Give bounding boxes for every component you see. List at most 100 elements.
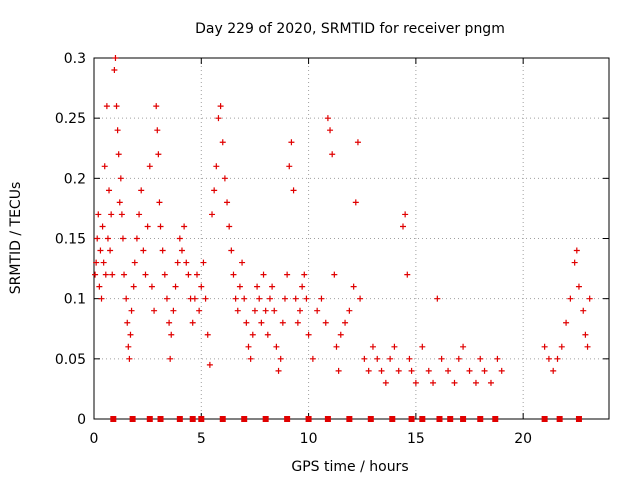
data-point [102,271,109,278]
data-point [155,151,162,158]
data-point [245,343,252,350]
chart-title: Day 229 of 2020, SRMTID for receiver png… [195,21,505,37]
zero-marker [556,416,563,422]
data-point [226,223,233,230]
data-point [159,247,166,254]
data-point [151,307,158,314]
data-point [215,115,222,122]
data-point [329,151,336,158]
zero-marker [419,416,426,422]
data-point [254,283,261,290]
data-point [234,307,241,314]
data-point [402,211,409,218]
data-point [154,127,161,134]
zero-marker [241,416,248,422]
data-point [374,355,381,362]
data-point [314,307,321,314]
data-point [554,355,561,362]
data-point [116,199,123,206]
data-point [97,247,104,254]
data-point [142,271,149,278]
data-point [249,331,256,338]
data-point [318,295,325,302]
data-point [352,199,359,206]
data-point [460,343,467,350]
data-point [412,379,419,386]
data-point [582,331,589,338]
y-tick-label: 0.25 [55,111,86,127]
data-points [92,55,593,422]
data-point [104,235,111,242]
y-tick-label: 0.1 [64,292,86,308]
data-point [275,367,282,374]
data-point [157,223,164,230]
data-point [198,283,205,290]
data-point [545,355,552,362]
data-point [260,271,267,278]
data-point [241,295,248,302]
data-point [119,235,126,242]
data-point [425,367,432,374]
data-point [101,163,108,170]
data-point [108,211,115,218]
data-point [264,331,271,338]
data-point [209,211,216,218]
data-point [573,247,580,254]
data-point [342,319,349,326]
data-point [266,295,273,302]
data-point [243,319,250,326]
data-point [586,295,593,302]
x-tick-label: 15 [407,431,425,447]
data-point [121,271,128,278]
zero-marker [477,416,484,422]
data-point [125,343,132,350]
data-point [299,283,306,290]
data-point [331,271,338,278]
zero-marker [198,416,205,422]
data-point [98,295,105,302]
data-point [217,103,224,110]
data-point [206,361,213,368]
data-point [567,295,574,302]
data-point [174,259,181,266]
data-point [258,319,265,326]
data-point [176,235,183,242]
y-tick-label: 0 [77,412,86,428]
data-point [103,103,110,110]
data-point [124,319,131,326]
data-point [350,283,357,290]
data-point [279,319,286,326]
y-tick-label: 0.15 [55,232,86,248]
zero-marker [408,416,415,422]
data-point [550,367,557,374]
data-point [290,187,297,194]
data-point [271,307,278,314]
data-point [166,319,173,326]
data-point [563,319,570,326]
zero-marker [219,416,226,422]
data-point [213,163,220,170]
data-point [445,367,452,374]
data-point [294,319,301,326]
data-point [161,271,168,278]
x-tick-label: 10 [300,431,318,447]
data-point [438,355,445,362]
data-point [228,247,235,254]
data-point [378,367,385,374]
data-point [185,271,192,278]
data-point [100,259,107,266]
data-point [395,367,402,374]
data-point [382,379,389,386]
data-point [140,247,147,254]
data-point [346,307,353,314]
zero-marker [324,416,331,422]
zero-marker [436,416,443,422]
data-point [189,319,196,326]
data-point [146,163,153,170]
data-point [327,127,334,134]
data-point [163,295,170,302]
data-point [273,343,280,350]
data-point [127,331,134,338]
data-point [391,343,398,350]
